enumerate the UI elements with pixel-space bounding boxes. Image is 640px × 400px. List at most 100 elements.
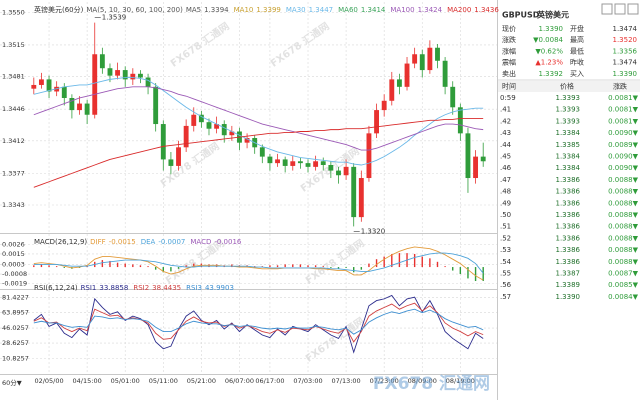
tick-time: .56	[500, 281, 512, 289]
macd-bar	[63, 267, 65, 268]
y-tick-label: 1.3550	[2, 8, 25, 16]
tick-price: 1.3389	[556, 281, 581, 289]
macd-bar	[33, 265, 35, 268]
y-tick-label: 1.3377	[2, 169, 25, 177]
macd-bar	[314, 265, 317, 268]
macd-bar	[116, 262, 119, 268]
tick-time: .52	[500, 234, 511, 242]
tick-price: 1.3386	[556, 199, 581, 207]
candle-body	[61, 86, 67, 98]
legend-name: MA100	[390, 6, 414, 14]
tick-price: 1.3386	[556, 223, 581, 231]
quote-value: ▲1.23%	[535, 59, 563, 67]
tick-change: 0.0085▼	[608, 281, 638, 289]
legend-value: 1.3399	[256, 6, 281, 14]
symbol-name: 英镑美元	[536, 10, 569, 20]
rsi-line	[33, 302, 484, 343]
candle-body	[450, 86, 456, 108]
macd-bar	[398, 253, 401, 268]
macd-bar	[444, 266, 446, 268]
legend-name: DIFF	[90, 238, 106, 246]
quote-value: 1.3392	[539, 70, 564, 78]
tick-time: .51	[500, 223, 511, 231]
macd-bar	[109, 260, 111, 268]
legend-value: 1.3414	[361, 6, 386, 14]
y-tick-label: 28.6257	[2, 339, 29, 347]
y-tick-label: 1.3481	[2, 73, 25, 81]
tick-change: 0.0088▼	[608, 246, 638, 254]
y-tick-label: 1.3446	[2, 105, 25, 113]
quote-label: 卖出	[502, 69, 516, 78]
quote-value: 1.3390	[539, 25, 564, 33]
legend-name: MA60	[338, 6, 358, 14]
y-tick-label: 1.3412	[2, 137, 25, 145]
macd-bar	[337, 267, 340, 269]
legend-value: 33.8858	[99, 284, 128, 292]
candle-body	[419, 54, 425, 71]
legend-value: 1.3447	[309, 6, 334, 14]
period-selector[interactable]: 60分▼	[2, 378, 22, 387]
macd-bar	[284, 264, 286, 268]
y-tick-label: -0.0019	[2, 280, 27, 288]
candle-body	[160, 124, 166, 160]
macd-bar	[177, 267, 180, 269]
candle-body	[107, 68, 113, 76]
tick-change: 0.0088▼	[608, 199, 638, 207]
quote-label: 现价	[502, 25, 516, 33]
macd-bar	[452, 267, 454, 271]
macd-bar	[322, 266, 324, 268]
candle-body	[465, 133, 471, 179]
candle-body	[99, 54, 105, 69]
candle-body	[69, 97, 75, 111]
candle-body	[374, 110, 379, 134]
candle-body	[115, 70, 121, 76]
tick-time: .57	[500, 293, 511, 301]
ma-line	[33, 86, 484, 151]
x-tick-label: 08/09:00	[408, 377, 437, 385]
macd-bar	[383, 256, 385, 268]
candle-body	[427, 47, 433, 71]
tick-price: 1.3386	[556, 188, 581, 196]
legend-name: MA10	[234, 6, 254, 14]
macd-bar	[162, 267, 164, 273]
candle-body	[343, 166, 349, 176]
quote-label: 昨收	[570, 58, 584, 67]
candle-body	[77, 103, 82, 111]
macd-bar	[413, 253, 416, 268]
toolbar-button[interactable]	[627, 3, 639, 15]
tick-time: .43	[500, 129, 511, 137]
logo: FX678 汇通网	[373, 374, 490, 394]
toolbar-button[interactable]	[614, 3, 626, 15]
legend-value: 43.9903	[205, 284, 234, 292]
tick-price: 1.3393	[556, 117, 581, 125]
toolbar-button[interactable]	[601, 3, 613, 15]
tick-time: .54	[500, 258, 512, 266]
quote-value: 1.3520	[613, 36, 638, 44]
tick-time: .55	[500, 270, 511, 278]
macd-bar	[421, 256, 423, 268]
tick-price: 1.3390	[556, 293, 581, 301]
candle-body	[244, 138, 250, 143]
macd-bar	[330, 267, 332, 268]
x-tick-label: 04/15:00	[73, 377, 102, 385]
macd-bar	[459, 267, 462, 275]
table-header: 时间	[502, 82, 516, 91]
macd-bar	[360, 267, 363, 270]
macd-bar	[55, 266, 58, 268]
macd-bar	[474, 267, 477, 282]
macd-bar	[185, 265, 187, 268]
candle-body	[435, 47, 440, 61]
tick-change: 0.0081▼	[608, 94, 638, 102]
tick-time: .48	[500, 188, 511, 196]
tick-price: 1.3384	[556, 164, 581, 172]
candle-body	[290, 161, 296, 166]
tick-change: 0.0088▼	[608, 211, 638, 219]
indicator-title: MACD(26,12,9)	[34, 238, 87, 246]
table-header-bg	[498, 81, 640, 92]
candle-body	[92, 54, 98, 115]
quote-value: ▼0.0084	[533, 36, 563, 44]
candle-body	[457, 107, 463, 134]
tick-change: 0.0088▼	[608, 234, 638, 242]
legend-value: -0.0015	[109, 238, 136, 246]
